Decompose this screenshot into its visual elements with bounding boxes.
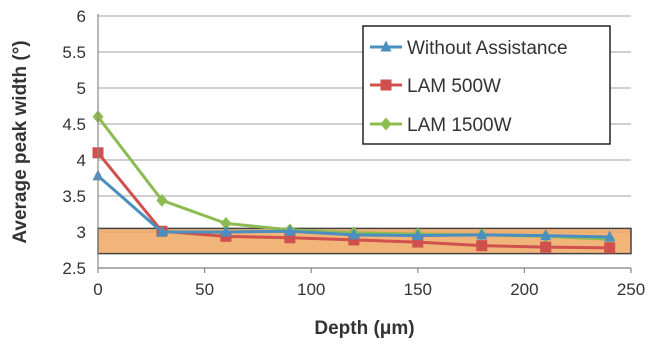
x-tick-label-5: 250 [617,280,645,299]
data-point-1-8 [604,242,616,254]
x-tick-label-3: 150 [404,280,432,299]
x-tick-label-4: 200 [510,280,538,299]
data-point-0-1 [156,225,168,237]
series-layer [92,110,616,254]
data-point-0-7 [540,229,552,241]
data-point-0-3 [284,224,296,236]
y-tick-label-5: 5 [77,79,86,98]
data-point-1-5 [412,236,424,248]
legend-swatch-marker-1 [380,79,392,91]
legend-box [362,25,611,145]
data-point-2-1 [156,193,168,207]
legend: Without Assistance LAM 500W LAM 1500W [362,25,611,145]
x-axis-title: Depth (μm) [314,318,414,339]
y-tick-label-1: 3 [77,223,86,242]
data-point-2-2 [220,216,232,230]
axes [97,14,631,269]
x-tick-label-0: 0 [93,280,102,299]
legend-label-1: LAM 500W [407,76,501,97]
legend-label-2: LAM 1500W [407,115,512,136]
x-tick-label-2: 100 [297,280,325,299]
data-point-0-5 [412,229,424,241]
data-point-0-6 [476,228,488,240]
data-point-0-8 [604,230,616,242]
legend-label-0: Without Assistance [407,38,568,59]
x-tick-label-1: 50 [195,280,214,299]
data-point-1-3 [284,232,296,244]
y-tick-label-0: 2.5 [62,259,86,278]
data-point-1-6 [476,240,488,252]
y-tick-label-2: 3.5 [62,187,86,206]
data-point-1-4 [348,234,360,246]
legend-swatch-marker-0 [380,40,392,52]
y-tick-label-6: 5.5 [62,43,86,62]
data-point-0-4 [348,228,360,240]
y-axis-title: Average peak width (°) [10,40,31,243]
tick-labels: 2.5 3 3.5 4 4.5 5 5.5 6 0 50 100 150 200 250 [62,7,645,299]
y-tick-label-7: 6 [77,7,86,26]
y-tick-label-3: 4 [77,151,86,170]
legend-swatch-marker-2 [380,117,392,131]
y-tick-label-4: 4.5 [62,115,86,134]
data-point-0-2 [220,225,232,237]
data-point-1-7 [540,241,552,253]
